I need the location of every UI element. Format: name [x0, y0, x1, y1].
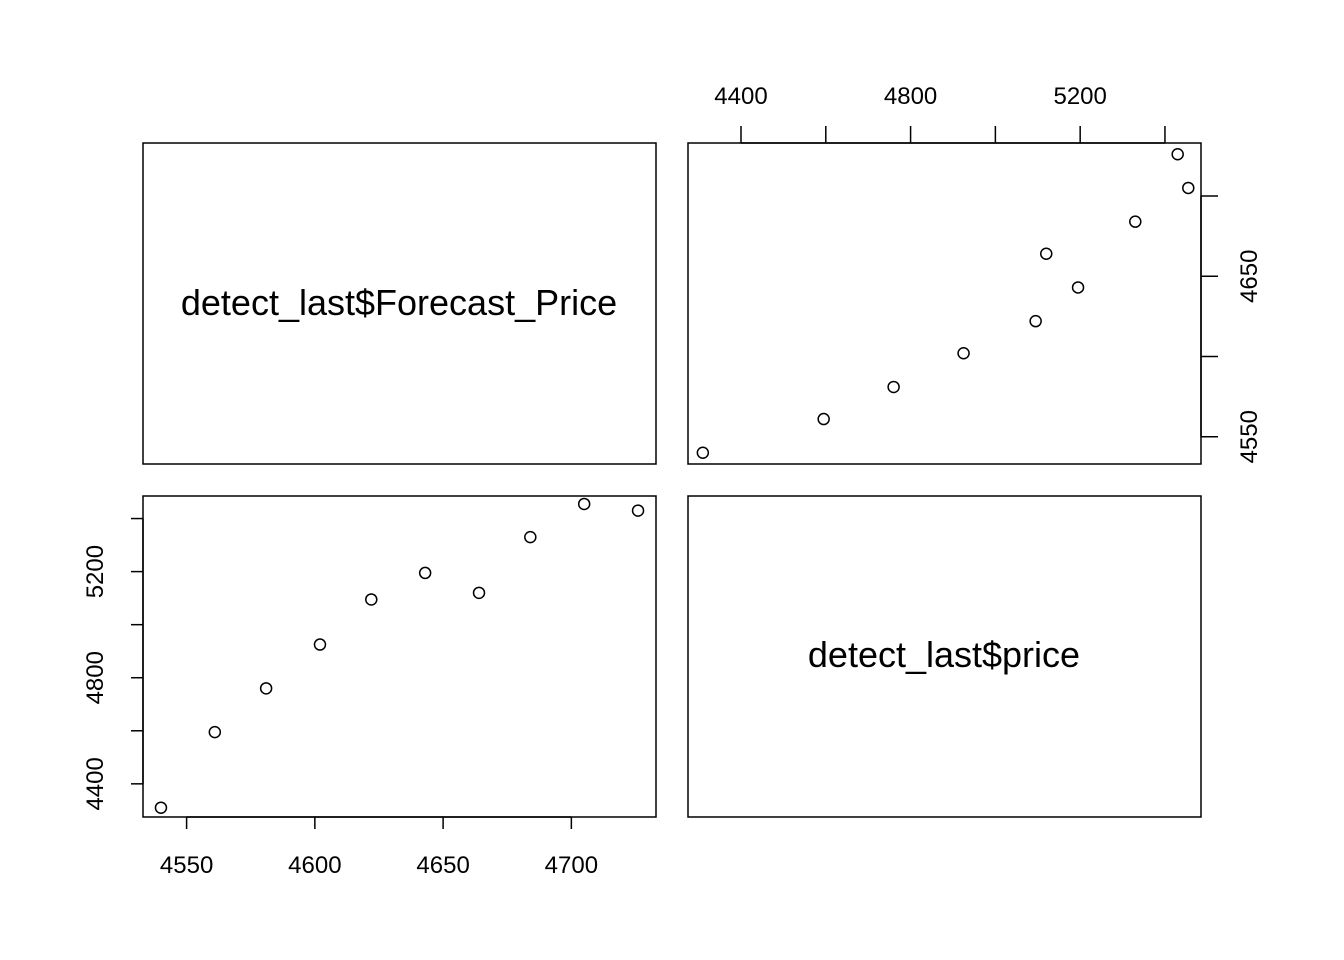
diag-label-forecast-price: detect_last$Forecast_Price [181, 282, 617, 323]
point-bottom-left-7 [524, 530, 537, 544]
point-bottom-left-5 [418, 566, 432, 580]
point-top-right-9 [1171, 147, 1184, 161]
point-top-right-4 [1029, 314, 1042, 328]
x-axis-bottom-tick-label-3: 4700 [545, 852, 598, 879]
point-top-right-5 [1071, 281, 1085, 294]
point-top-right-2 [887, 380, 900, 394]
y-axis-right-tick-label-0: 4550 [1236, 410, 1263, 463]
panel-bottom-right [687, 495, 1202, 818]
x-axis-bottom-tick-label-0: 4550 [160, 852, 213, 879]
point-bottom-left-8 [577, 497, 591, 511]
point-bottom-left-4 [365, 593, 378, 606]
panel-top-left [142, 142, 657, 465]
point-top-right-8 [1182, 181, 1195, 195]
point-top-right-6 [1040, 247, 1053, 260]
diag-label-price: detect_last$price [808, 634, 1080, 675]
point-bottom-left-0 [154, 801, 168, 814]
panel-bottom-left [142, 495, 657, 818]
y-axis-left-tick-label-0: 4400 [82, 757, 109, 810]
y-axis-left-tick-label-1: 4800 [82, 651, 109, 704]
point-bottom-left-1 [208, 725, 222, 739]
point-top-right-3 [957, 347, 970, 360]
x-axis-bottom-tick-label-2: 4650 [416, 852, 469, 879]
point-top-right-0 [696, 446, 710, 460]
y-axis-right-tick-label-1: 4650 [1236, 250, 1263, 303]
point-bottom-left-9 [631, 504, 645, 517]
x-axis-bottom-tick-label-1: 4600 [288, 852, 341, 879]
x-axis-top-tick-label-0: 4400 [714, 83, 767, 110]
x-axis-top-tick-label-2: 5200 [1053, 83, 1106, 110]
point-top-right-7 [1129, 215, 1142, 228]
x-axis-top-tick-label-1: 4800 [884, 83, 937, 110]
point-bottom-left-2 [259, 682, 273, 695]
point-bottom-left-3 [313, 638, 327, 651]
y-axis-left-tick-label-2: 5200 [82, 545, 109, 598]
panel-top-right [687, 142, 1202, 465]
point-bottom-left-6 [472, 586, 486, 600]
point-top-right-1 [817, 412, 830, 426]
